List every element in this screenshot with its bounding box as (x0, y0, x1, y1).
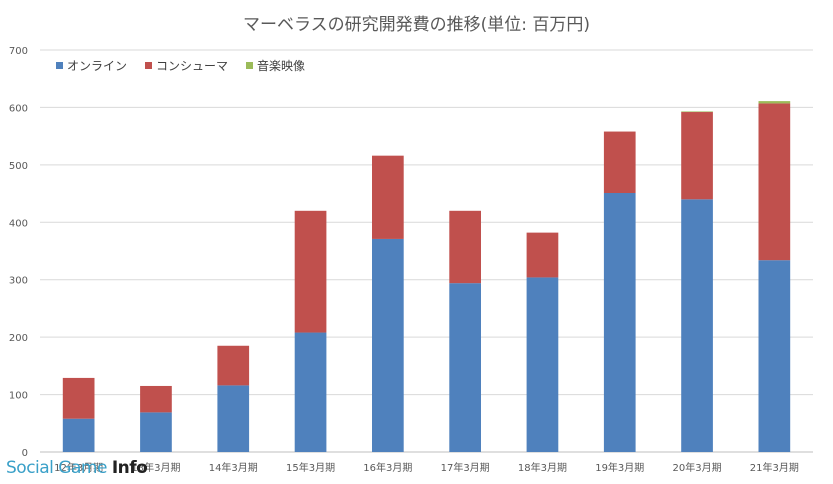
bar-segment (372, 155, 404, 239)
legend-swatch-music-video (246, 62, 254, 69)
x-tick-label: 16年3月期 (363, 461, 412, 474)
bar-segment (758, 260, 791, 452)
x-tick-label: 17年3月期 (441, 461, 490, 474)
watermark-logo: Social Game Info (6, 458, 148, 478)
chart-legend: オンライン コンシューマ 音楽映像 (56, 57, 305, 74)
legend-item-music-video: 音楽映像 (246, 57, 305, 74)
bar-segment (758, 103, 791, 261)
bar-segment (294, 210, 327, 333)
legend-item-console: コンシューマ (145, 57, 228, 74)
y-tick-label: 500 (9, 161, 28, 172)
x-tick-label: 13年3月期 (131, 461, 180, 474)
y-tick-label: 600 (9, 103, 28, 114)
y-tick-label: 700 (9, 46, 28, 57)
bar-segment (681, 111, 713, 113)
bar-segment (217, 385, 250, 452)
legend-label-console: コンシューマ (156, 59, 229, 73)
y-tick-label: 0 (22, 448, 28, 459)
x-tick-label: 19年3月期 (595, 461, 644, 474)
bar-segment (526, 232, 559, 278)
bar-segment (372, 238, 404, 452)
y-tick-label: 100 (9, 391, 28, 402)
bar-segment (526, 277, 559, 452)
chart-title: マーベラスの研究開発費の推移(単位: 百万円) (242, 15, 591, 35)
x-tick-label: 18年3月期 (518, 461, 567, 474)
y-tick-label: 300 (9, 276, 28, 287)
x-tick-label: 20年3月期 (673, 461, 722, 474)
watermark-suffix: Info (111, 458, 148, 478)
bar-segment (217, 345, 250, 386)
bar-segment (294, 332, 327, 452)
bar-segment (140, 412, 172, 452)
bar-segment (681, 112, 713, 200)
bar-segment (681, 199, 713, 452)
x-tick-label: 12年3月期 (54, 461, 103, 474)
y-tick-label: 200 (9, 333, 28, 344)
watermark-prefix: Social Game (6, 458, 112, 478)
x-tick-label: 15年3月期 (286, 461, 335, 474)
bar-segment (449, 210, 481, 284)
legend-swatch-online (56, 62, 63, 69)
legend-item-online: オンライン (56, 57, 127, 74)
legend-label-music-video: 音楽映像 (257, 59, 306, 73)
bar-segment (449, 283, 481, 452)
bar-segment (62, 377, 95, 419)
bar-segment (603, 131, 636, 193)
x-tick-label: 21年3月期 (750, 461, 799, 474)
bar-segment (603, 192, 636, 453)
bar-segment (140, 385, 172, 413)
legend-label-online: オンライン (67, 59, 128, 73)
x-tick-label: 14年3月期 (209, 461, 258, 474)
y-tick-label: 400 (9, 218, 28, 229)
legend-swatch-console (145, 62, 153, 69)
bar-segment (758, 101, 791, 104)
bar-segment (62, 418, 95, 452)
